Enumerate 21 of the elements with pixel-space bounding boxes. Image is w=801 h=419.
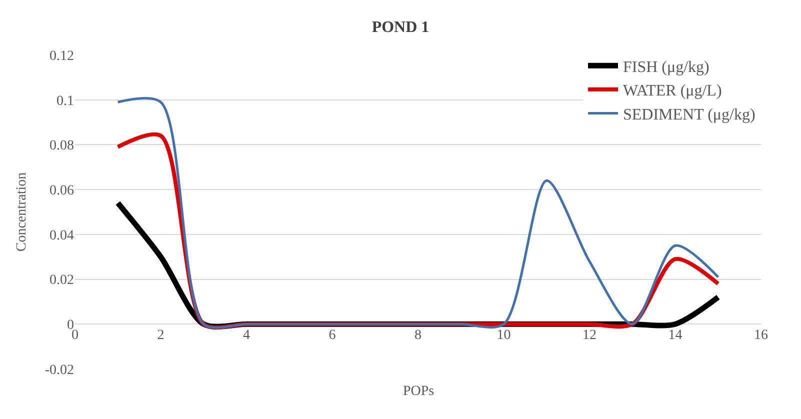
x-tick-label: 8 (414, 328, 422, 344)
x-tick-label: 10 (496, 328, 511, 344)
y-tick-label: 0.12 (50, 48, 74, 64)
x-tick-label: 16 (754, 328, 768, 344)
x-tick-label: 2 (157, 328, 164, 344)
legend-label: SEDIMENT (μg/kg) (623, 106, 756, 124)
y-tick-label: 0.06 (50, 183, 74, 198)
y-tick-label: 0.1 (56, 94, 74, 109)
legend-label: FISH (μg/kg) (623, 58, 710, 76)
y-tick-label: -0.02 (44, 362, 74, 378)
x-tick-label: 4 (243, 328, 250, 344)
x-axis-title: POPs (403, 384, 434, 399)
x-tick-label: 14 (668, 328, 682, 344)
x-tick-label: 6 (328, 328, 336, 344)
legend-label: WATER (μg/L) (623, 82, 722, 100)
chart-title: POND 1 (372, 19, 430, 36)
y-tick-label: 0.08 (50, 138, 74, 154)
y-tick-label: 0.02 (50, 273, 74, 288)
y-tick-label: 0.04 (50, 228, 74, 244)
y-axis-title: Concentration (14, 172, 30, 252)
x-tick-label: 12 (582, 328, 596, 344)
